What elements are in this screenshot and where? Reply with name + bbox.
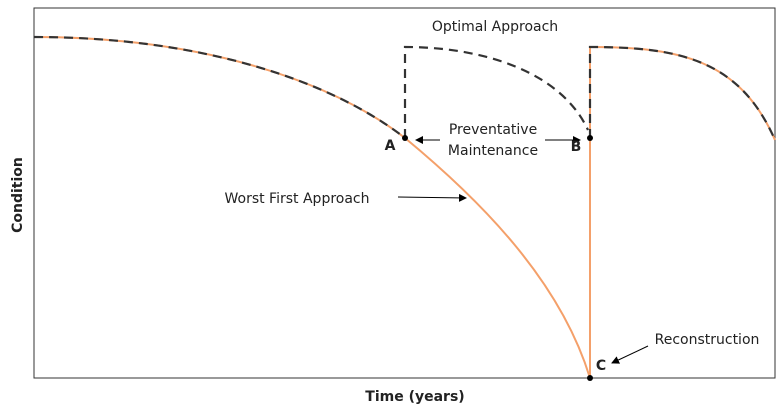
optimal-curve (403, 45, 589, 138)
title: Optimal Approach (432, 19, 558, 35)
point (402, 135, 408, 141)
y-axis-label: Condition (10, 157, 26, 233)
annotation: Preventative (449, 122, 537, 138)
plot-frame (33, 7, 776, 379)
point-label: B (571, 139, 582, 155)
optimal-curve (33, 35, 406, 139)
annotation: Reconstruction (655, 332, 760, 348)
reset-curve (589, 46, 776, 141)
optimal-curve (588, 45, 777, 141)
point (587, 135, 593, 141)
arrow (611, 345, 649, 364)
point (587, 375, 593, 381)
point-label: C (596, 358, 606, 374)
point-label: A (385, 138, 396, 154)
arrow (397, 193, 467, 202)
annotation: Worst First Approach (224, 191, 369, 207)
x-axis-label: Time (years) (365, 389, 464, 405)
annotation: Maintenance (448, 143, 538, 159)
worst-first-curve (33, 36, 591, 379)
